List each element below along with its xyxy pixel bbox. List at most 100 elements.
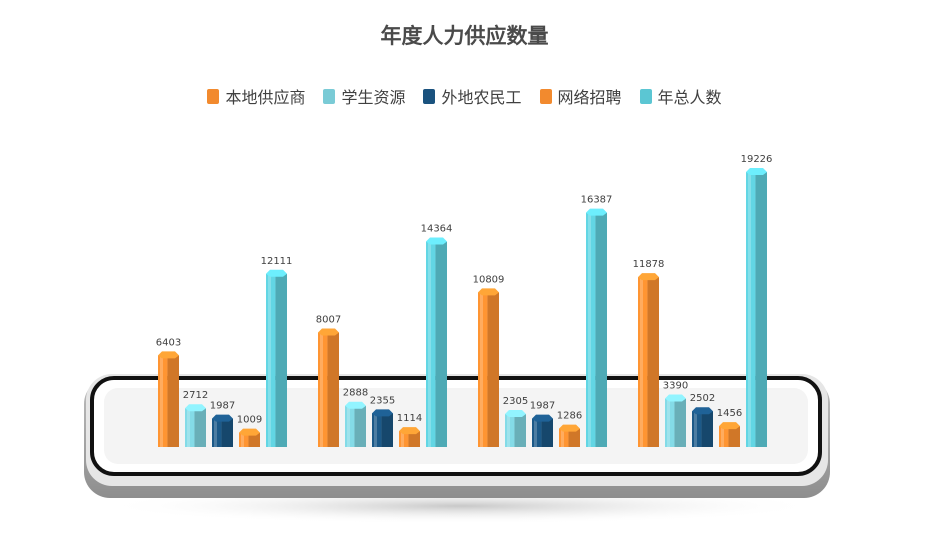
bar-face-left <box>399 431 409 447</box>
bar-highlight <box>160 355 163 447</box>
bar-highlight <box>401 431 404 447</box>
bar-cap <box>665 394 686 402</box>
bar-face-left <box>266 273 276 447</box>
bar-cap <box>239 428 260 436</box>
bar-cap <box>719 422 740 430</box>
legend-label: 学生资源 <box>341 88 406 107</box>
data-label: 2305 <box>503 396 528 407</box>
legend-swatch <box>639 88 652 104</box>
legend-swatch <box>539 88 552 104</box>
data-label: 2712 <box>183 390 208 401</box>
bar-face-left <box>638 277 648 447</box>
bar <box>478 288 499 447</box>
data-label: 1987 <box>210 401 235 412</box>
bar-highlight <box>561 428 564 447</box>
bar-face-left <box>345 405 355 447</box>
data-label: 1987 <box>530 401 555 412</box>
bar-cap <box>638 273 659 281</box>
data-label: 6403 <box>156 337 181 348</box>
bar-highlight <box>347 405 350 447</box>
bar-face-right <box>595 212 607 447</box>
bar-cap <box>212 414 233 422</box>
bar-face-left <box>426 241 436 447</box>
bar <box>665 394 686 447</box>
bar-highlight <box>320 332 323 447</box>
data-label: 3390 <box>663 381 688 392</box>
data-label: 1456 <box>717 408 742 419</box>
legend-swatch <box>323 88 336 104</box>
bar-cap <box>399 427 420 435</box>
bar-highlight <box>507 414 510 447</box>
bar-highlight <box>534 418 537 447</box>
legend-item-online-recruit[interactable]: 网络招聘 <box>539 84 622 108</box>
legend-item-local-supplier[interactable]: 本地供应商 <box>207 84 305 108</box>
legend-item-annual-total[interactable]: 年总人数 <box>639 84 722 108</box>
bar-face-right <box>487 292 499 447</box>
bar-highlight <box>667 398 670 447</box>
bar-cap <box>426 237 447 245</box>
bar <box>638 273 659 447</box>
bar-face-right <box>647 277 659 447</box>
bar-face-left <box>239 432 249 447</box>
bar <box>212 414 233 447</box>
bar-face-left <box>372 413 382 447</box>
bar-highlight <box>588 212 591 447</box>
bar-highlight <box>374 413 377 447</box>
bar-face-right <box>327 332 339 447</box>
bar-face-right <box>568 428 580 447</box>
data-label: 19226 <box>741 154 773 165</box>
bar-face-left <box>505 414 515 447</box>
bar-cap <box>478 288 499 296</box>
bar-face-right <box>381 413 393 447</box>
bar-highlight <box>187 408 190 447</box>
bar-face-left <box>559 428 569 447</box>
data-label: 1114 <box>397 413 422 424</box>
bar-highlight <box>694 411 697 447</box>
bar <box>372 409 393 447</box>
bar-cap <box>345 401 366 409</box>
bar-cap <box>266 269 287 277</box>
legend-label: 年总人数 <box>657 88 722 107</box>
bar <box>559 424 580 447</box>
data-label: 16387 <box>581 195 613 206</box>
bar-highlight <box>214 418 217 447</box>
bar <box>266 269 287 447</box>
bar <box>505 410 526 447</box>
bar-cap <box>532 414 553 422</box>
legend-item-student[interactable]: 学生资源 <box>323 84 405 108</box>
data-label: 1009 <box>237 415 262 426</box>
bar-highlight <box>748 172 751 447</box>
bar-cap <box>586 208 607 216</box>
bar <box>318 328 339 447</box>
bar-face-right <box>275 273 287 447</box>
bar <box>426 237 447 447</box>
bar <box>719 422 740 447</box>
bar-face-left <box>318 332 328 447</box>
bar-face-right <box>701 411 713 447</box>
bar-highlight <box>640 277 643 447</box>
bar-face-right <box>408 431 420 447</box>
legend-label: 本地供应商 <box>225 88 306 107</box>
bar-cap <box>692 407 713 415</box>
bar-face-left <box>212 418 222 447</box>
bar <box>345 401 366 447</box>
bar-highlight <box>721 426 724 447</box>
legend: 本地供应商 学生资源 外地农民工 网络招聘 年总人数 <box>0 84 929 108</box>
bars-group: 6403271219871009121118007288823551114143… <box>156 154 773 447</box>
bar-face-left <box>665 398 675 447</box>
data-label: 8007 <box>316 314 341 325</box>
data-label: 2502 <box>690 393 715 404</box>
bar <box>158 351 179 447</box>
data-label: 2355 <box>370 395 395 406</box>
bar <box>692 407 713 447</box>
data-label: 12111 <box>261 256 293 267</box>
bar-face-left <box>692 411 702 447</box>
legend-item-migrant[interactable]: 外地农民工 <box>423 84 522 108</box>
legend-swatch <box>207 88 220 104</box>
bar-face-left <box>532 418 542 447</box>
data-label: 1286 <box>557 411 582 422</box>
bar-face-left <box>158 355 168 447</box>
bar-face-left <box>478 292 488 447</box>
bar-face-right <box>755 172 767 447</box>
